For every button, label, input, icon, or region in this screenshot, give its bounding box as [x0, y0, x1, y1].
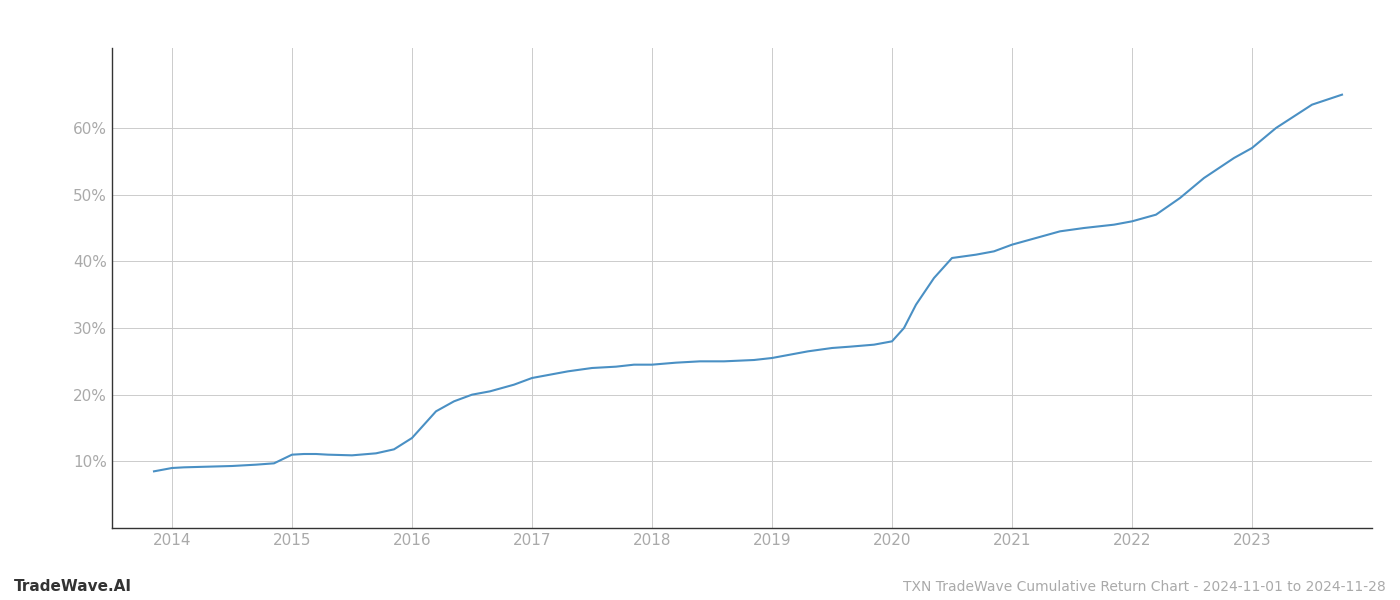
Text: TXN TradeWave Cumulative Return Chart - 2024-11-01 to 2024-11-28: TXN TradeWave Cumulative Return Chart - … — [903, 580, 1386, 594]
Text: TradeWave.AI: TradeWave.AI — [14, 579, 132, 594]
